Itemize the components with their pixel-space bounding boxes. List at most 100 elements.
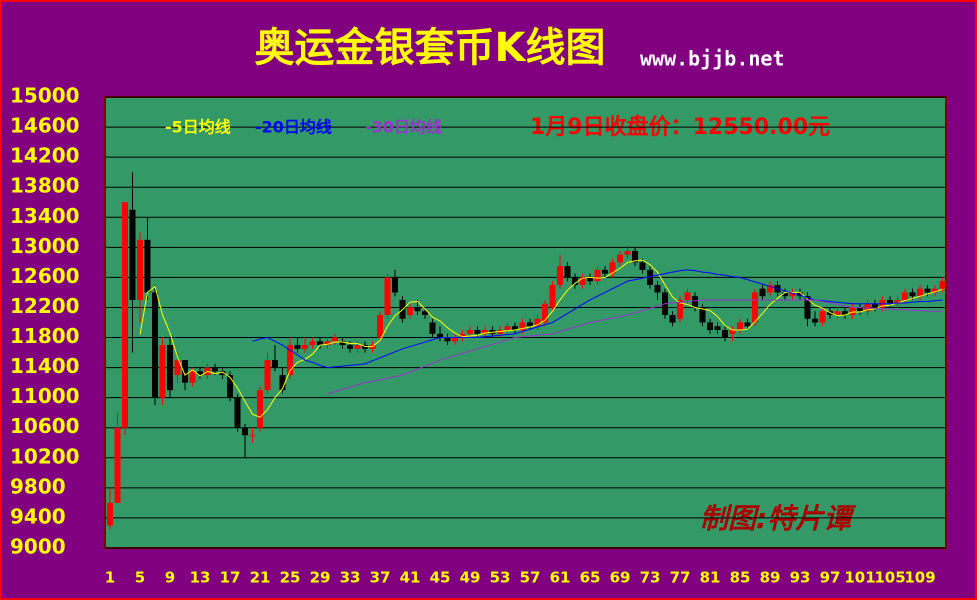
candle-body [602, 269, 608, 274]
candle-body [384, 277, 391, 315]
candle-body [722, 330, 728, 338]
x-tick-label: 65 [580, 569, 601, 587]
candle-body [354, 345, 361, 349]
y-tick-label: 9000 [10, 535, 66, 559]
x-tick-label: 105 [874, 569, 905, 587]
candle-body [714, 326, 721, 331]
candle-body [909, 292, 916, 297]
candle-body [804, 296, 811, 319]
candle-body [842, 311, 848, 315]
candle-body [699, 307, 706, 323]
x-tick-label: 17 [220, 569, 241, 587]
candle-body [692, 296, 698, 308]
candle-body [647, 269, 653, 285]
annotation: 制图:特片谭 [700, 502, 857, 535]
chart-title: 奥运金银套币K线图 [255, 25, 606, 71]
x-tick-label: 77 [670, 569, 691, 587]
y-tick-label: 13000 [10, 234, 80, 258]
candle-body [317, 341, 323, 346]
candle-body [609, 262, 616, 274]
candle-body [159, 345, 166, 398]
legend-label: -30日均线 [365, 118, 442, 137]
candle-body [279, 375, 286, 391]
candle-body [257, 390, 263, 428]
x-tick-label: 81 [700, 569, 721, 587]
candle-body [324, 341, 331, 346]
candle-body [467, 330, 473, 334]
x-tick-label: 61 [550, 569, 571, 587]
y-tick-label: 10200 [10, 444, 80, 468]
candle-body [152, 292, 158, 398]
candle-body [129, 209, 136, 300]
y-tick-label: 9400 [10, 504, 66, 528]
candle-body [939, 281, 946, 289]
x-tick-label: 9 [165, 569, 175, 587]
candle-body [834, 311, 841, 315]
candle-body [887, 299, 893, 304]
y-tick-label: 13800 [10, 174, 80, 198]
y-tick-label: 12200 [10, 294, 80, 318]
candle-body [309, 341, 316, 346]
candle-body [114, 427, 121, 503]
candle-body [549, 284, 556, 308]
candle-body [557, 266, 563, 285]
y-tick-label: 10600 [10, 414, 80, 438]
candle-body [302, 345, 308, 349]
y-tick-label: 11000 [10, 384, 80, 408]
candle-body [339, 341, 346, 346]
candle-body [519, 322, 526, 331]
candle-body [527, 322, 533, 327]
candle-body [107, 502, 113, 526]
candle-body [872, 303, 878, 308]
candle-body [572, 277, 578, 285]
candle-body [332, 337, 338, 342]
candle-body [707, 322, 713, 331]
candle-body [632, 251, 638, 263]
x-tick-label: 33 [340, 569, 361, 587]
x-tick-label: 49 [460, 569, 481, 587]
candle-body [894, 299, 901, 304]
candle-body [812, 318, 818, 323]
candle-body [819, 311, 826, 323]
y-tick-label: 14600 [10, 114, 80, 138]
y-tick-label: 15000 [10, 84, 80, 108]
candle-body [752, 292, 758, 323]
candle-body [407, 307, 413, 315]
candle-body [759, 288, 766, 297]
x-tick-label: 69 [610, 569, 631, 587]
candle-body [744, 322, 751, 327]
x-tick-label: 25 [280, 569, 301, 587]
candle-body [474, 330, 481, 334]
candle-body [189, 371, 196, 383]
candle-body [857, 307, 863, 312]
candle-body [122, 202, 128, 428]
candle-body [182, 360, 188, 383]
candle-body [512, 326, 518, 331]
candle-body [287, 345, 293, 376]
candle-body [144, 239, 151, 293]
candle-body [377, 314, 383, 338]
candle-body [227, 375, 233, 398]
candle-body [452, 337, 458, 342]
candle-body [587, 277, 593, 282]
candle-body [392, 277, 398, 293]
candle-body [864, 303, 871, 312]
candle-body [677, 299, 683, 319]
y-tick-label: 9800 [10, 474, 66, 498]
candle-body [767, 284, 773, 293]
candle-body [932, 288, 938, 293]
candle-body [849, 307, 856, 315]
candle-body [729, 330, 736, 334]
candle-body [197, 371, 203, 376]
x-tick-label: 57 [520, 569, 541, 587]
candle-body [249, 435, 256, 437]
subtitle: www.bjjb.net [640, 47, 785, 71]
candle-body [264, 360, 271, 391]
candle-body [212, 367, 218, 372]
candle-body [347, 345, 353, 349]
candle-body [242, 427, 248, 436]
x-tick-label: 85 [730, 569, 751, 587]
y-tick-label: 13400 [10, 204, 80, 228]
candle-body [167, 345, 173, 391]
y-tick-label: 11800 [10, 324, 80, 348]
